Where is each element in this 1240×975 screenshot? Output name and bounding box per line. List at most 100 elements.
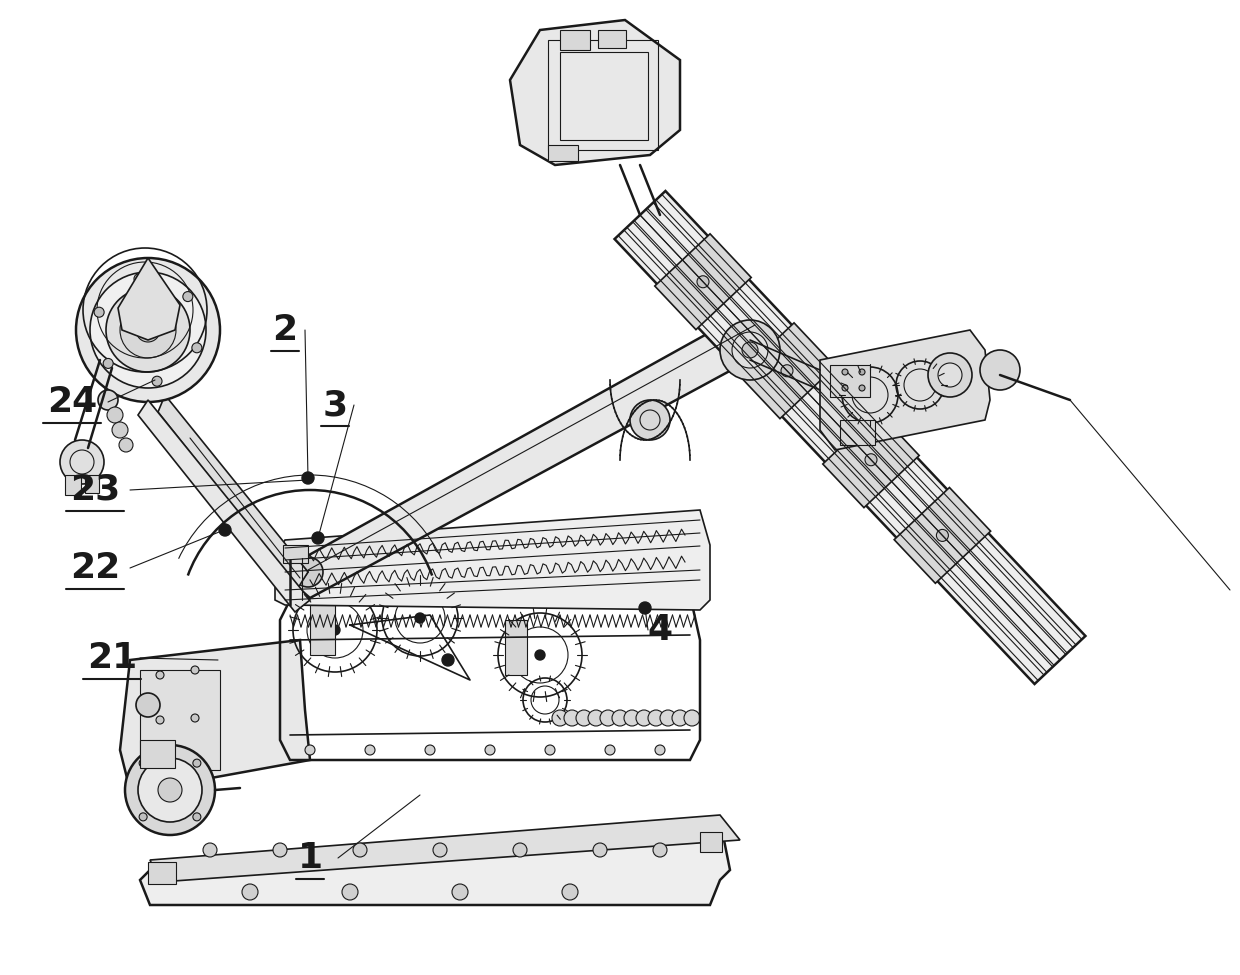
Circle shape bbox=[613, 710, 627, 726]
Bar bbox=[148, 862, 176, 884]
Circle shape bbox=[138, 758, 202, 822]
Bar bbox=[548, 145, 578, 161]
Circle shape bbox=[60, 440, 104, 484]
Circle shape bbox=[425, 745, 435, 755]
Circle shape bbox=[781, 365, 794, 376]
Circle shape bbox=[588, 710, 604, 726]
Circle shape bbox=[928, 353, 972, 397]
Circle shape bbox=[136, 693, 160, 717]
Polygon shape bbox=[120, 640, 310, 790]
Circle shape bbox=[534, 650, 546, 660]
Circle shape bbox=[653, 843, 667, 857]
Circle shape bbox=[697, 276, 709, 288]
Circle shape bbox=[564, 710, 580, 726]
Circle shape bbox=[842, 369, 848, 375]
Circle shape bbox=[293, 557, 322, 587]
Circle shape bbox=[103, 359, 113, 369]
Polygon shape bbox=[655, 234, 751, 330]
Circle shape bbox=[859, 385, 866, 391]
Circle shape bbox=[513, 843, 527, 857]
Circle shape bbox=[157, 778, 182, 802]
Circle shape bbox=[441, 654, 454, 666]
Circle shape bbox=[649, 710, 663, 726]
Circle shape bbox=[577, 710, 591, 726]
Circle shape bbox=[156, 716, 164, 724]
Circle shape bbox=[742, 342, 758, 358]
Circle shape bbox=[192, 343, 202, 353]
Circle shape bbox=[859, 369, 866, 375]
Circle shape bbox=[720, 320, 780, 380]
Bar bbox=[560, 52, 649, 140]
Circle shape bbox=[112, 422, 128, 438]
Polygon shape bbox=[138, 400, 310, 612]
Text: 2: 2 bbox=[273, 313, 298, 347]
Circle shape bbox=[365, 745, 374, 755]
Circle shape bbox=[636, 710, 652, 726]
Bar bbox=[548, 40, 658, 150]
Polygon shape bbox=[739, 323, 836, 418]
Polygon shape bbox=[157, 395, 308, 588]
Bar bbox=[283, 545, 308, 563]
Circle shape bbox=[191, 714, 198, 722]
Bar bbox=[64, 475, 81, 495]
Text: 4: 4 bbox=[647, 613, 672, 647]
Circle shape bbox=[936, 529, 949, 541]
Bar bbox=[830, 365, 870, 397]
Polygon shape bbox=[140, 820, 730, 905]
Polygon shape bbox=[118, 258, 180, 340]
Bar bbox=[140, 740, 175, 768]
Circle shape bbox=[630, 400, 670, 440]
Circle shape bbox=[842, 385, 848, 391]
Circle shape bbox=[156, 671, 164, 679]
Circle shape bbox=[76, 258, 219, 402]
Circle shape bbox=[660, 710, 676, 726]
Bar bbox=[86, 475, 99, 493]
Bar bbox=[560, 30, 590, 50]
Circle shape bbox=[562, 884, 578, 900]
Circle shape bbox=[342, 884, 358, 900]
Circle shape bbox=[485, 745, 495, 755]
Bar bbox=[140, 670, 219, 770]
Circle shape bbox=[672, 710, 688, 726]
Circle shape bbox=[730, 313, 774, 357]
Circle shape bbox=[684, 710, 701, 726]
Circle shape bbox=[546, 745, 556, 755]
Polygon shape bbox=[295, 310, 765, 598]
Circle shape bbox=[303, 472, 314, 484]
Circle shape bbox=[193, 813, 201, 821]
Circle shape bbox=[305, 745, 315, 755]
Bar bbox=[598, 30, 626, 48]
Circle shape bbox=[119, 438, 133, 452]
Circle shape bbox=[139, 813, 148, 821]
Circle shape bbox=[242, 884, 258, 900]
Polygon shape bbox=[615, 191, 1085, 684]
Text: 24: 24 bbox=[47, 385, 97, 419]
Text: 22: 22 bbox=[69, 551, 120, 585]
Circle shape bbox=[330, 625, 340, 635]
Circle shape bbox=[624, 710, 640, 726]
Circle shape bbox=[94, 307, 104, 317]
Bar bbox=[310, 605, 335, 655]
Text: 23: 23 bbox=[69, 473, 120, 507]
Polygon shape bbox=[275, 510, 711, 610]
Bar bbox=[839, 420, 875, 445]
Polygon shape bbox=[823, 411, 919, 508]
Circle shape bbox=[98, 390, 118, 410]
Text: 3: 3 bbox=[322, 388, 347, 422]
Circle shape bbox=[453, 884, 467, 900]
Circle shape bbox=[312, 532, 324, 544]
Circle shape bbox=[193, 760, 201, 767]
Circle shape bbox=[107, 407, 123, 423]
Circle shape bbox=[153, 376, 162, 386]
Polygon shape bbox=[820, 330, 990, 450]
Circle shape bbox=[219, 524, 231, 536]
Circle shape bbox=[273, 843, 286, 857]
Circle shape bbox=[91, 272, 206, 388]
Circle shape bbox=[353, 843, 367, 857]
Circle shape bbox=[655, 745, 665, 755]
Circle shape bbox=[139, 760, 148, 767]
Circle shape bbox=[134, 274, 144, 284]
Circle shape bbox=[639, 602, 651, 614]
Circle shape bbox=[120, 302, 176, 358]
Circle shape bbox=[125, 745, 215, 835]
